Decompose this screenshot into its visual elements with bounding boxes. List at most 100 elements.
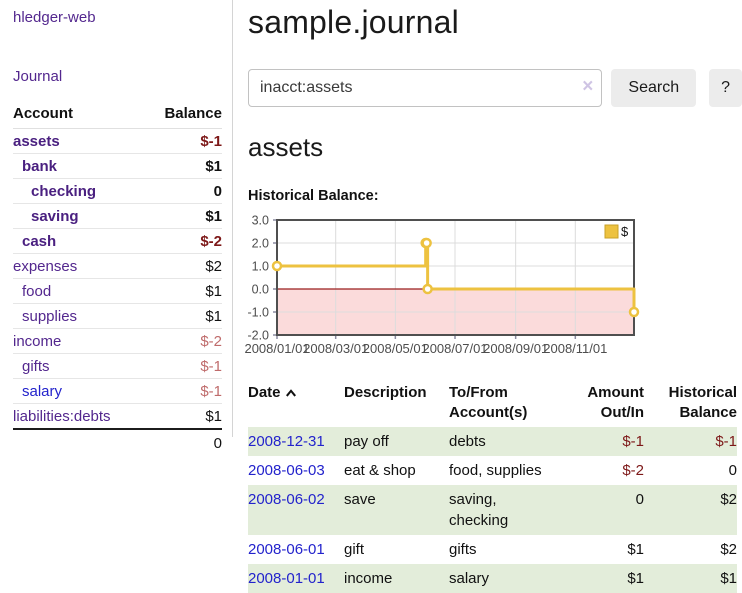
account-link[interactable]: food — [22, 283, 52, 300]
register-table: Date Description To/From Account(s) Amou… — [248, 381, 737, 593]
account-link[interactable]: assets — [13, 133, 60, 150]
account-link[interactable]: expenses — [13, 258, 78, 275]
search-input[interactable] — [248, 69, 603, 107]
svg-text:$: $ — [621, 224, 629, 239]
accounts-total: 0 — [213, 435, 222, 452]
svg-text:0.0: 0.0 — [252, 283, 269, 297]
transaction-description: pay off — [344, 433, 389, 450]
transaction-amount: $1 — [627, 570, 644, 587]
account-balance: $-2 — [200, 333, 222, 350]
transaction-row: 2008-06-02 save saving, checking 0 $2 — [248, 485, 737, 535]
transaction-amount: $-2 — [622, 462, 644, 479]
svg-text:2008/01/01: 2008/01/01 — [244, 341, 309, 356]
register-header-row: Date Description To/From Account(s) Amou… — [248, 381, 737, 427]
transaction-accounts: salary — [449, 570, 490, 587]
svg-text:2008/05/01: 2008/05/01 — [363, 341, 428, 356]
svg-text:-2.0: -2.0 — [247, 329, 269, 343]
account-row: assets $-1 — [13, 129, 222, 154]
transaction-accounts: saving, checking — [449, 491, 509, 529]
account-balance: $1 — [205, 158, 222, 175]
account-link[interactable]: liabilities:debts — [13, 408, 111, 425]
page-title: sample.journal — [248, 4, 459, 40]
transaction-amount: 0 — [635, 491, 644, 508]
account-link[interactable]: cash — [22, 233, 57, 250]
transaction-accounts: gifts — [449, 541, 477, 558]
svg-text:-1.0: -1.0 — [247, 306, 269, 320]
sidebar-item-journal[interactable]: Journal — [13, 68, 63, 85]
account-row: supplies $1 — [13, 304, 222, 329]
transaction-date-link[interactable]: 2008-12-31 — [248, 433, 325, 450]
svg-text:2008/03/01: 2008/03/01 — [303, 341, 368, 356]
search-button[interactable]: Search — [611, 69, 697, 107]
help-button[interactable]: ? — [709, 69, 742, 107]
account-balance: $1 — [205, 208, 222, 225]
transaction-balance: $2 — [720, 491, 737, 508]
transaction-date-link[interactable]: 2008-06-01 — [248, 541, 325, 558]
transaction-date-link[interactable]: 2008-06-02 — [248, 491, 325, 508]
account-link[interactable]: income — [13, 333, 62, 350]
transaction-description: gift — [344, 541, 365, 558]
svg-text:2008/11/01: 2008/11/01 — [543, 341, 607, 356]
account-row: cash $-2 — [13, 229, 222, 254]
chart-title: Historical Balance: — [248, 188, 379, 204]
account-row: liabilities:debts $1 — [13, 404, 222, 430]
account-balance: $1 — [205, 283, 222, 300]
account-balance: $1 — [205, 308, 222, 325]
date-column-header[interactable]: Date — [248, 381, 344, 427]
transaction-row: 2008-01-01 income salary $1 $1 — [248, 564, 737, 593]
transaction-balance: 0 — [728, 462, 737, 479]
svg-text:2.0: 2.0 — [252, 237, 269, 251]
transaction-accounts: debts — [449, 433, 486, 450]
balance-column-header: Balance — [164, 105, 222, 122]
amount-column-header: Amount Out/In — [587, 384, 644, 421]
transaction-row: 2008-06-01 gift gifts $1 $2 — [248, 535, 737, 564]
account-row: expenses $2 — [13, 254, 222, 279]
account-balance: $-2 — [200, 233, 222, 250]
account-row: gifts $-1 — [13, 354, 222, 379]
transaction-date-link[interactable]: 2008-06-03 — [248, 462, 325, 479]
account-row: salary $-1 — [13, 379, 222, 404]
transaction-accounts: food, supplies — [449, 462, 542, 479]
account-balance: $2 — [205, 258, 222, 275]
transaction-amount: $-1 — [622, 433, 644, 450]
description-column-header: Description — [344, 384, 427, 401]
transaction-balance: $1 — [720, 570, 737, 587]
account-row: bank $1 — [13, 154, 222, 179]
account-link[interactable]: supplies — [22, 308, 78, 325]
transaction-row: 2008-12-31 pay off debts $-1 $-1 — [248, 427, 737, 456]
account-balance: $-1 — [200, 383, 222, 400]
account-link[interactable]: checking — [31, 183, 97, 200]
transaction-amount: $1 — [627, 541, 644, 558]
svg-text:3.0: 3.0 — [252, 214, 269, 228]
clear-search-icon[interactable]: × — [582, 76, 594, 97]
accounts-table: Account Balance assets $-1 bank $1 check… — [13, 102, 222, 457]
account-heading: assets — [248, 132, 324, 162]
account-row: income $-2 — [13, 329, 222, 354]
search-form: × Search ? — [248, 69, 742, 107]
svg-text:2008/07/01: 2008/07/01 — [422, 341, 487, 356]
account-row: food $1 — [13, 279, 222, 304]
balance-column-header-main: Historical Balance — [668, 384, 737, 421]
account-link[interactable]: saving — [31, 208, 79, 225]
transaction-date-link[interactable]: 2008-01-01 — [248, 570, 325, 587]
historical-balance-chart: $3.0 2.0 1.0 0.0 -1.0 -2.02008/01/012008/03/0… — [244, 214, 640, 356]
svg-text:2008/09/01: 2008/09/01 — [483, 341, 548, 356]
transaction-description: income — [344, 570, 393, 587]
account-column-header: Account — [13, 105, 73, 122]
sort-ascending-icon — [285, 383, 297, 403]
account-link[interactable]: salary — [22, 383, 63, 400]
transaction-balance: $2 — [720, 541, 737, 558]
transaction-balance: $-1 — [715, 433, 737, 450]
account-balance: $1 — [205, 408, 222, 425]
brand-link[interactable]: hledger-web — [13, 9, 96, 26]
accounts-table-header: Account Balance — [13, 102, 222, 129]
main-content: sample.journal × Search ? assets Histori… — [244, 0, 742, 593]
account-link[interactable]: gifts — [22, 358, 50, 375]
account-balance: 0 — [213, 183, 222, 200]
transaction-row: 2008-06-03 eat & shop food, supplies $-2… — [248, 456, 737, 485]
sidebar: hledger-web Journal Account Balance asse… — [0, 0, 233, 452]
transaction-description: save — [344, 491, 376, 508]
account-row: checking 0 — [13, 179, 222, 204]
transaction-description: eat & shop — [344, 462, 416, 479]
account-link[interactable]: bank — [22, 158, 58, 175]
